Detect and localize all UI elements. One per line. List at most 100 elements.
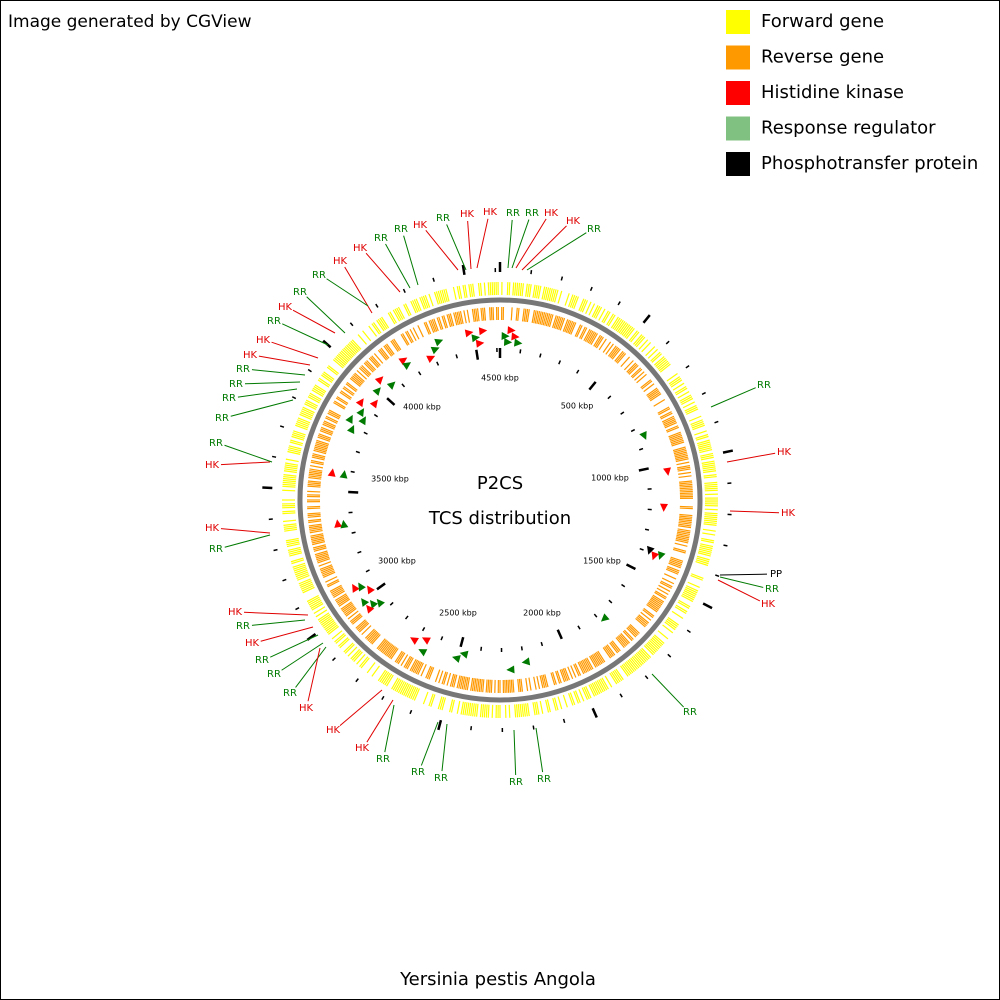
forward-gene: [347, 646, 358, 657]
reverse-gene: [312, 541, 326, 546]
forward-gene: [450, 699, 455, 713]
reverse-gene: [386, 343, 395, 355]
forward-gene: [675, 604, 688, 613]
reverse-gene: [335, 594, 348, 603]
feature-marker: [421, 637, 431, 645]
forward-gene: [679, 394, 692, 402]
feature-leader: [446, 224, 467, 271]
forward-gene: [456, 700, 461, 714]
feature-label: HK: [353, 243, 368, 254]
feature-leader: [441, 723, 448, 772]
outer-tick: [282, 578, 287, 582]
forward-gene: [287, 450, 301, 455]
reverse-gene: [622, 630, 633, 642]
inner-tick: [539, 353, 542, 358]
forward-gene: [293, 430, 306, 436]
forward-gene: [681, 593, 695, 601]
ruler-label: 3500 kbp: [371, 475, 409, 484]
forward-gene: [285, 537, 299, 542]
reverse-gene: [364, 361, 375, 372]
forward-gene: [296, 573, 309, 579]
forward-gene: [684, 404, 697, 412]
outer-tick: [701, 391, 706, 396]
ruler-label: 1500 kbp: [583, 557, 621, 566]
reverse-gene: [678, 518, 692, 522]
reverse-gene: [307, 512, 321, 515]
forward-gene: [311, 603, 324, 611]
forward-gene: [630, 331, 640, 343]
forward-gene: [525, 283, 528, 297]
forward-gene: [557, 696, 563, 710]
reverse-gene: [672, 548, 686, 554]
outer-tick: [381, 695, 385, 701]
forward-gene: [413, 299, 420, 312]
inner-tick: [455, 354, 459, 359]
forward-gene: [686, 408, 699, 415]
reverse-gene: [320, 428, 333, 435]
forward-gene: [306, 594, 319, 603]
reverse-gene: [562, 319, 569, 332]
forward-gene: [617, 321, 626, 333]
reverse-gene: [369, 356, 380, 367]
reverse-gene: [356, 620, 367, 631]
forward-gene: [401, 682, 409, 695]
reverse-gene: [308, 473, 322, 477]
forward-gene: [483, 704, 486, 718]
reverse-gene: [510, 679, 513, 693]
reverse-gene: [659, 581, 672, 589]
reverse-gene: [598, 338, 607, 351]
outer-tick: [470, 726, 473, 731]
reverse-gene: [517, 307, 520, 321]
feature-label: HK: [761, 599, 776, 610]
forward-gene: [288, 445, 302, 450]
credit: Image generated by CGView: [8, 12, 252, 32]
forward-gene: [523, 703, 526, 717]
feature-leader: [710, 387, 756, 408]
forward-gene: [291, 435, 305, 441]
forward-gene: [537, 285, 542, 299]
forward-gene: [408, 686, 415, 699]
reverse-gene: [349, 377, 361, 387]
reverse-gene: [321, 568, 335, 575]
outer-tick: [530, 270, 533, 275]
forward-gene: [305, 399, 319, 407]
reverse-gene: [611, 348, 621, 360]
forward-gene: [613, 669, 623, 682]
feature-leader: [292, 309, 336, 334]
feature-marker: [464, 329, 474, 338]
reverse-gene: [352, 375, 363, 385]
reverse-gene: [619, 634, 629, 645]
forward-gene: [637, 651, 647, 662]
inner-tick: [363, 431, 368, 435]
forward-gene: [621, 324, 631, 336]
forward-gene: [631, 656, 641, 668]
reverse-gene: [669, 436, 683, 442]
forward-gene: [314, 384, 327, 393]
forward-gene: [464, 702, 468, 716]
reverse-gene: [396, 651, 405, 664]
forward-gene: [338, 353, 349, 363]
reverse-gene: [458, 311, 463, 325]
forward-gene: [604, 675, 613, 688]
feature-label: PP: [770, 569, 782, 580]
reverse-gene: [453, 674, 458, 688]
outer-tick: [295, 607, 300, 611]
forward-gene: [284, 528, 298, 532]
feature-leader: [651, 673, 684, 708]
forward-gene: [512, 282, 515, 296]
forward-gene: [702, 468, 716, 472]
forward-gene: [698, 548, 712, 553]
reverse-gene: [391, 339, 400, 352]
forward-gene: [574, 690, 581, 703]
forward-gene: [508, 704, 511, 718]
inner-tick: [607, 395, 612, 400]
reverse-gene: [507, 679, 510, 693]
feature-marker: [334, 519, 343, 528]
reverse-gene: [620, 356, 631, 367]
reverse-gene: [590, 655, 599, 667]
feature-marker: [358, 416, 366, 426]
reverse-gene: [314, 550, 328, 556]
reverse-gene: [584, 329, 592, 342]
forward-gene: [686, 585, 699, 592]
forward-gene: [443, 289, 448, 303]
